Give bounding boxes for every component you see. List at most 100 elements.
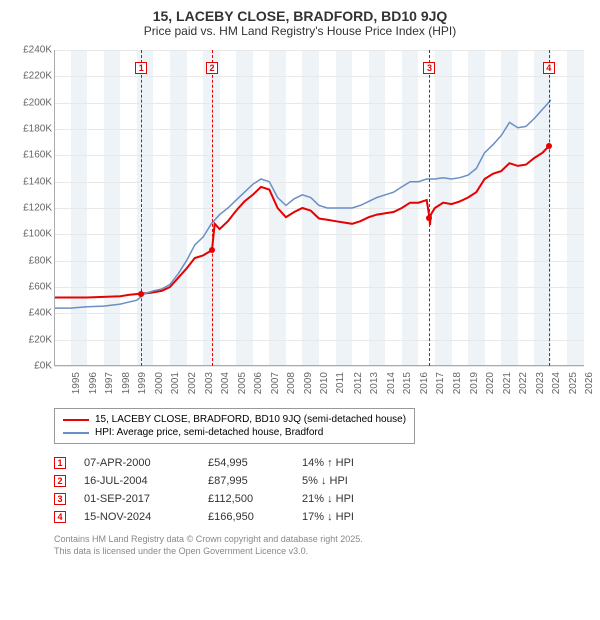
x-tick-label: 1997 — [104, 372, 115, 394]
y-tick-label: £120K — [23, 203, 52, 214]
event-row: 1 07-APR-2000 £54,995 14% ↑ HPI — [54, 454, 590, 472]
y-tick-label: £60K — [29, 282, 52, 293]
x-tick-label: 2014 — [385, 372, 396, 394]
x-tick-label: 1999 — [137, 372, 148, 394]
event-dot — [138, 291, 144, 297]
event-marker-box: 3 — [423, 62, 435, 74]
chart-container: 15, LACEBY CLOSE, BRADFORD, BD10 9JQ Pri… — [0, 0, 600, 563]
event-diff: 5% ↓ HPI — [302, 475, 392, 487]
y-tick-label: £220K — [23, 71, 52, 82]
event-date: 15-NOV-2024 — [84, 511, 190, 523]
plot-svg — [54, 50, 584, 366]
x-tick-label: 1998 — [120, 372, 131, 394]
footer-text: Contains HM Land Registry data © Crown c… — [54, 534, 590, 557]
y-tick-label: £160K — [23, 150, 52, 161]
x-tick-label: 2011 — [335, 372, 346, 394]
x-tick-label: 2016 — [419, 372, 430, 394]
event-marker-box: 4 — [543, 62, 555, 74]
legend-swatch-1 — [63, 419, 89, 421]
event-row: 2 16-JUL-2004 £87,995 5% ↓ HPI — [54, 472, 590, 490]
y-tick-label: £80K — [29, 255, 52, 266]
x-tick-label: 2001 — [170, 372, 181, 394]
event-row: 4 15-NOV-2024 £166,950 17% ↓ HPI — [54, 508, 590, 526]
y-tick-label: £180K — [23, 124, 52, 135]
chart-subtitle: Price paid vs. HM Land Registry's House … — [10, 24, 590, 38]
y-tick-label: £20K — [29, 334, 52, 345]
legend: 15, LACEBY CLOSE, BRADFORD, BD10 9JQ (se… — [54, 408, 415, 444]
x-tick-label: 2023 — [535, 372, 546, 394]
x-tick-label: 2006 — [253, 372, 264, 394]
event-vline — [141, 50, 142, 366]
event-dot — [209, 247, 215, 253]
legend-row: HPI: Average price, semi-detached house,… — [63, 426, 406, 439]
x-tick-label: 2019 — [468, 372, 479, 394]
x-tick-label: 2007 — [270, 372, 281, 394]
event-dot — [546, 143, 552, 149]
event-price: £54,995 — [208, 457, 284, 469]
axis-line — [54, 50, 55, 366]
x-tick-label: 2010 — [319, 372, 330, 394]
event-diff: 14% ↑ HPI — [302, 457, 392, 469]
axis-line — [54, 365, 584, 366]
x-tick-label: 2008 — [286, 372, 297, 394]
legend-label-1: 15, LACEBY CLOSE, BRADFORD, BD10 9JQ (se… — [95, 414, 406, 425]
x-tick-label: 2018 — [452, 372, 463, 394]
event-marker-box: 1 — [135, 62, 147, 74]
x-tick-label: 2012 — [352, 372, 363, 394]
x-tick-label: 2017 — [435, 372, 446, 394]
x-tick-label: 2025 — [568, 372, 579, 394]
footer-line-2: This data is licensed under the Open Gov… — [54, 546, 590, 558]
event-vline — [212, 50, 213, 366]
y-tick-label: £100K — [23, 229, 52, 240]
x-tick-label: 2026 — [584, 372, 595, 394]
event-price: £166,950 — [208, 511, 284, 523]
x-tick-label: 2022 — [518, 372, 529, 394]
chart-title: 15, LACEBY CLOSE, BRADFORD, BD10 9JQ — [10, 8, 590, 24]
event-dot — [426, 215, 432, 221]
x-tick-label: 2024 — [551, 372, 562, 394]
events-table: 1 07-APR-2000 £54,995 14% ↑ HPI 2 16-JUL-2004… — [54, 454, 590, 526]
y-tick-label: £40K — [29, 308, 52, 319]
y-tick-label: £140K — [23, 176, 52, 187]
x-tick-label: 2015 — [402, 372, 413, 394]
event-marker-box: 2 — [206, 62, 218, 74]
event-date: 16-JUL-2004 — [84, 475, 190, 487]
x-tick-label: 2004 — [220, 372, 231, 394]
series-line — [54, 146, 549, 297]
event-vline — [549, 50, 550, 366]
event-number-box: 1 — [54, 457, 66, 469]
event-price: £112,500 — [208, 493, 284, 505]
x-tick-label: 2013 — [369, 372, 380, 394]
x-tick-label: 2020 — [485, 372, 496, 394]
x-tick-label: 2021 — [501, 372, 512, 394]
event-price: £87,995 — [208, 475, 284, 487]
legend-swatch-2 — [63, 432, 89, 434]
series-line — [54, 100, 551, 308]
event-row: 3 01-SEP-2017 £112,500 21% ↓ HPI — [54, 490, 590, 508]
y-tick-label: £200K — [23, 97, 52, 108]
legend-label-2: HPI: Average price, semi-detached house,… — [95, 427, 323, 438]
gridline — [54, 366, 584, 367]
x-tick-label: 2002 — [187, 372, 198, 394]
event-number-box: 4 — [54, 511, 66, 523]
x-tick-label: 1996 — [87, 372, 98, 394]
x-tick-label: 2003 — [203, 372, 214, 394]
event-date: 01-SEP-2017 — [84, 493, 190, 505]
y-axis: £0K£20K£40K£60K£80K£100K£120K£140K£160K£… — [10, 50, 54, 366]
x-axis: 1995 1996 1997 1998 1999 2000 2001 2002 2003 2004… — [54, 370, 584, 400]
event-diff: 21% ↓ HPI — [302, 493, 392, 505]
event-number-box: 3 — [54, 493, 66, 505]
y-tick-label: £0K — [34, 361, 52, 372]
event-date: 07-APR-2000 — [84, 457, 190, 469]
x-tick-label: 2005 — [236, 372, 247, 394]
event-diff: 17% ↓ HPI — [302, 511, 392, 523]
event-number-box: 2 — [54, 475, 66, 487]
x-tick-label: 1995 — [71, 372, 82, 394]
plot-area: 1 2 3 4 — [54, 50, 584, 366]
y-tick-label: £240K — [23, 45, 52, 56]
legend-row: 15, LACEBY CLOSE, BRADFORD, BD10 9JQ (se… — [63, 413, 406, 426]
event-vline — [429, 50, 430, 366]
x-tick-label: 2000 — [154, 372, 165, 394]
x-tick-label: 2009 — [303, 372, 314, 394]
footer-line-1: Contains HM Land Registry data © Crown c… — [54, 534, 590, 546]
